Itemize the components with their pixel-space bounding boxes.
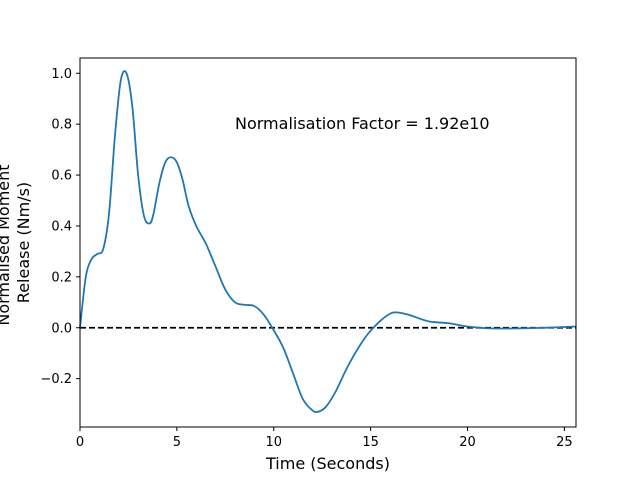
- y-tick-label-1: 0.0: [51, 321, 72, 336]
- axes: 0 5 10 15 20 25 −0.2 0.0 0.2 0.4 0.6 0.8 1.0: [40, 57, 577, 450]
- annotation-normalisation-factor: Normalisation Factor = 1.92e10: [235, 114, 490, 133]
- x-tick-label-5: 25: [556, 435, 573, 450]
- y-axis-label: Normalised Moment Release (Nm/s): [0, 159, 33, 325]
- series-line-0: [79, 70, 577, 414]
- x-tick-label-2: 10: [265, 435, 282, 450]
- y-tick-label-6: 1.0: [51, 67, 72, 82]
- y-tick-label-3: 0.4: [51, 219, 72, 234]
- y-axis-label-line-1: Normalised Moment: [0, 164, 13, 325]
- x-tick-label-0: 0: [76, 435, 84, 450]
- y-tick-label-2: 0.2: [51, 270, 72, 285]
- y-tick-label-0: −0.2: [40, 372, 72, 387]
- y-tick-label-5: 0.8: [51, 118, 72, 133]
- axes-frame: [79, 57, 577, 428]
- x-tick-label-3: 15: [362, 435, 379, 450]
- x-axis-label: Time (Seconds): [265, 454, 390, 473]
- plot-area: [79, 70, 577, 414]
- chart-text: Normalisation Factor = 1.92e10 Time (Sec…: [0, 114, 490, 473]
- y-axis-label-line-2: Release (Nm/s): [14, 182, 33, 303]
- y-tick-label-4: 0.6: [51, 169, 72, 184]
- x-tick-label-1: 5: [173, 435, 181, 450]
- x-tick-label-4: 20: [459, 435, 476, 450]
